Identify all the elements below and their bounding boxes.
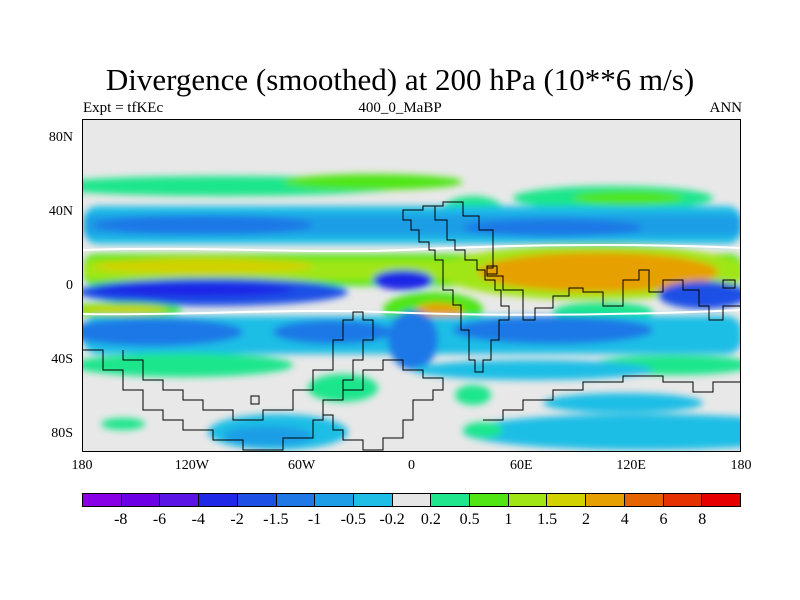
field-blob <box>93 215 313 235</box>
colorbar-swatch <box>315 494 354 506</box>
field-blob <box>455 385 491 405</box>
field-blob <box>413 360 653 380</box>
colorbar-swatch <box>547 494 587 506</box>
colorbar-label: 1.5 <box>537 511 558 528</box>
zero-lines <box>83 243 740 316</box>
island-outline <box>486 265 498 275</box>
field-blob <box>93 258 313 274</box>
lon-tick-label: 60W <box>288 458 316 473</box>
field-blob <box>83 353 293 377</box>
colorbar-swatch <box>470 494 509 506</box>
field-blob <box>101 418 145 430</box>
field-blob <box>83 306 168 314</box>
coastline <box>402 205 510 373</box>
colorbar-label: -1 <box>307 511 322 528</box>
lon-tick-label: 60E <box>510 458 533 473</box>
lon-tick-label: 120W <box>174 458 209 473</box>
field-blob <box>478 252 718 292</box>
colorbar-swatch <box>702 494 740 506</box>
field-blob <box>83 318 243 346</box>
colorbar-swatch <box>83 494 122 506</box>
colorbar-label: 6 <box>659 511 668 528</box>
field-blob <box>463 219 643 237</box>
coastline <box>483 375 740 421</box>
colorbar-swatch <box>392 494 432 506</box>
lat-tick-label: 40S <box>51 351 73 367</box>
map-title: Divergence (smoothed) at 200 hPa (10**6 … <box>105 62 695 97</box>
colorbar-swatch <box>586 494 625 506</box>
colorbar-swatch <box>121 494 161 506</box>
coastline <box>322 359 444 451</box>
divergence-map <box>83 120 740 451</box>
colorbar-label: 4 <box>620 511 629 528</box>
colorbar-label: -0.5 <box>340 511 367 528</box>
colorbar-swatch <box>508 494 548 506</box>
lat-tick-label: 40N <box>48 203 73 219</box>
lon-tick-label: 180 <box>71 458 93 473</box>
map-plot-area <box>82 119 741 452</box>
divergence-field <box>83 174 740 450</box>
colorbar-label: 0.5 <box>459 511 480 528</box>
field-blob <box>463 422 503 438</box>
field-blob <box>573 191 683 205</box>
zero-line <box>83 243 740 253</box>
colorbar-swatch <box>624 494 664 506</box>
colorbar-swatch <box>237 494 277 506</box>
colorbar-label: -4 <box>191 511 205 528</box>
lon-tick-label: 180 <box>730 458 752 473</box>
island-outline <box>722 279 736 289</box>
period-label: 400_0_MaBP <box>358 100 442 116</box>
colorbar-label: 2 <box>581 511 590 528</box>
field-blob <box>373 270 433 290</box>
continent-outlines <box>83 201 740 451</box>
colorbar-label: -6 <box>152 511 167 528</box>
field-blob <box>463 414 740 450</box>
lat-tick-label: 80S <box>51 425 73 441</box>
colorbar-label: -8 <box>114 511 128 528</box>
zero-line <box>83 309 740 316</box>
field-blob <box>453 316 653 344</box>
colorbar-label: -1.5 <box>263 511 289 528</box>
colorbar-swatch <box>199 494 238 506</box>
field-blob <box>273 320 393 344</box>
field-blob <box>93 283 293 297</box>
island-outline <box>250 395 260 405</box>
colorbar-swatch <box>663 494 703 506</box>
field-blob <box>543 393 703 413</box>
lat-tick-label: 0 <box>66 277 73 293</box>
experiment-label: Expt = tfKEc <box>83 100 164 116</box>
colorbar-swatch <box>160 494 200 506</box>
field-blob <box>283 174 463 190</box>
colorbar-label: 0.2 <box>420 511 441 528</box>
colorbar <box>82 493 741 507</box>
coastline <box>423 201 740 321</box>
colorbar-swatch <box>431 494 471 506</box>
lat-tick-label: 80N <box>48 129 73 145</box>
colorbar-label: 1 <box>504 511 513 528</box>
lon-tick-label: 0 <box>408 458 415 473</box>
season-label: ANN <box>709 100 743 116</box>
colorbar-swatch <box>276 494 316 506</box>
lon-tick-label: 120E <box>616 458 646 473</box>
colorbar-label: -2 <box>230 511 244 528</box>
colorbar-swatch <box>353 494 393 506</box>
colorbar-label: -0.2 <box>379 511 405 528</box>
field-blob <box>388 310 438 370</box>
colorbar-label: 8 <box>698 511 707 528</box>
coastline <box>83 311 374 451</box>
field-blob <box>223 426 313 446</box>
